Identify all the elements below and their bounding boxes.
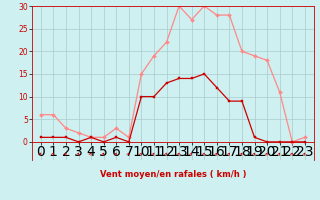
X-axis label: Vent moyen/en rafales ( km/h ): Vent moyen/en rafales ( km/h ) [100,170,246,179]
